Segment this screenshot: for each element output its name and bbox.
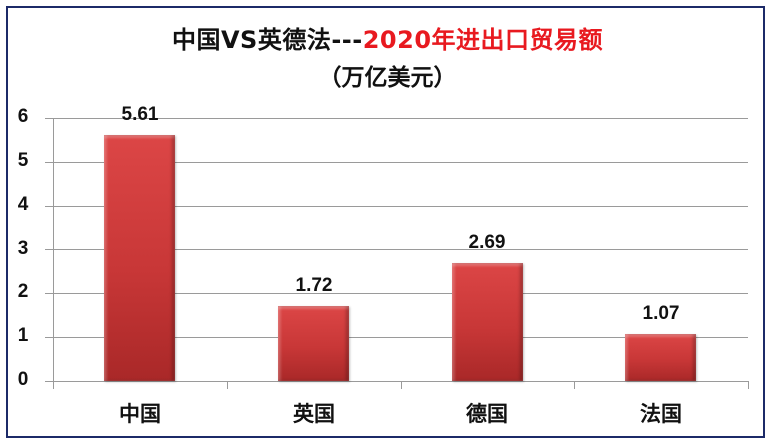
chart-title-highlight: 2020年进出口贸易额 xyxy=(362,26,604,54)
data-label-uk: 1.72 xyxy=(295,275,333,296)
bar-france[interactable] xyxy=(625,334,696,381)
gridline-5 xyxy=(45,162,748,163)
x-category-label-germany: 德国 xyxy=(466,402,508,426)
x-category-label-china: 中国 xyxy=(119,402,161,426)
gridline-2 xyxy=(45,293,748,294)
y-tick-label-4: 4 xyxy=(17,194,29,215)
gridline-1 xyxy=(45,337,748,338)
x-tick xyxy=(227,381,228,389)
x-tick xyxy=(53,381,54,389)
chart-title-prefix: 中国VS英德法--- xyxy=(171,26,363,54)
chart-subtitle: （万亿美元） xyxy=(318,65,457,91)
data-label-china: 5.61 xyxy=(121,104,159,125)
y-tick-label-1: 1 xyxy=(17,325,29,346)
gridline-4 xyxy=(45,206,748,207)
x-tick xyxy=(574,381,575,389)
y-tick-label-5: 5 xyxy=(17,150,29,171)
y-axis-line xyxy=(53,118,54,381)
x-category-label-uk: 英国 xyxy=(293,402,335,426)
bar-china[interactable] xyxy=(104,135,175,381)
y-tick-label-3: 3 xyxy=(17,238,29,259)
plot-area: 5.61 1.72 2.69 1.07 xyxy=(45,104,749,389)
x-category-label-france: 法国 xyxy=(640,402,682,426)
bar-uk[interactable] xyxy=(278,306,349,381)
bar-germany[interactable] xyxy=(452,263,523,381)
gridline-6 xyxy=(45,118,748,119)
y-tick-label-0: 0 xyxy=(17,369,29,390)
gridline-3 xyxy=(45,249,748,250)
y-tick-label-2: 2 xyxy=(17,281,29,302)
x-tick xyxy=(401,381,402,389)
x-axis-line xyxy=(45,381,748,382)
chart-title: 中国VS英德法---2020年进出口贸易额 xyxy=(0,20,775,55)
data-label-france: 1.07 xyxy=(642,303,680,324)
data-label-germany: 2.69 xyxy=(468,232,506,253)
x-tick xyxy=(748,381,749,389)
y-tick-label-6: 6 xyxy=(17,106,29,127)
